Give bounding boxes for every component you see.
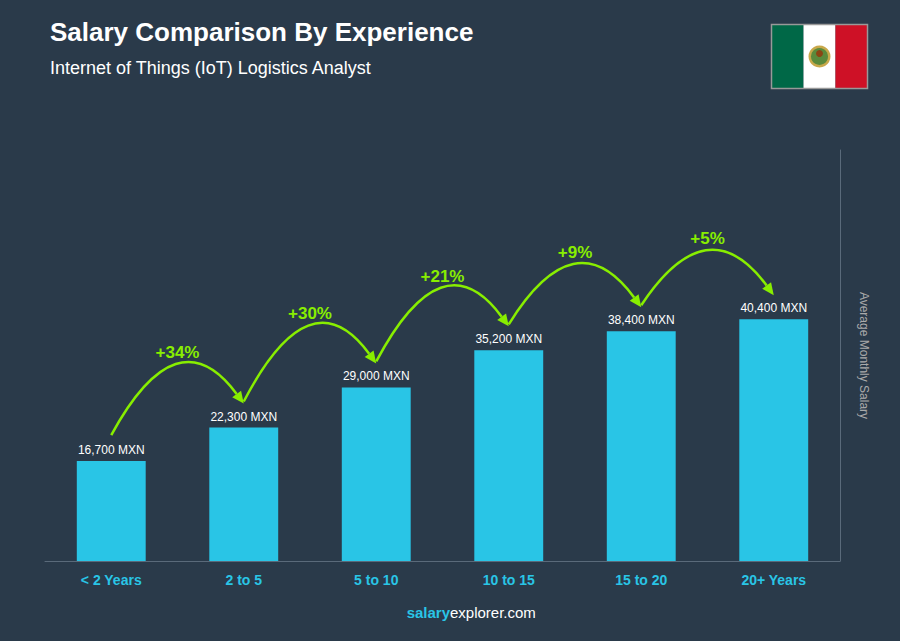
svg-text:20+ Years: 20+ Years: [741, 572, 806, 588]
svg-text:35,200 MXN: 35,200 MXN: [475, 332, 542, 346]
svg-text:Salary Comparison By Experienc: Salary Comparison By Experience: [50, 17, 473, 47]
svg-text:16,700 MXN: 16,700 MXN: [78, 443, 145, 457]
svg-text:Internet of Things (IoT) Logis: Internet of Things (IoT) Logistics Analy…: [50, 58, 371, 78]
svg-text:explorer.com: explorer.com: [450, 604, 536, 621]
svg-text:22,300 MXN: 22,300 MXN: [210, 410, 277, 424]
svg-text:15 to 20: 15 to 20: [615, 572, 667, 588]
svg-text:< 2 Years: < 2 Years: [81, 572, 142, 588]
svg-text:40,400 MXN: 40,400 MXN: [740, 301, 807, 315]
svg-text:38,400 MXN: 38,400 MXN: [608, 313, 675, 327]
svg-text:5 to 10: 5 to 10: [354, 572, 399, 588]
svg-text:salary: salary: [407, 604, 451, 621]
svg-text:+9%: +9%: [558, 243, 593, 262]
svg-text:+21%: +21%: [421, 267, 465, 286]
svg-text:Average Monthly Salary: Average Monthly Salary: [857, 292, 871, 419]
svg-text:+5%: +5%: [690, 229, 725, 248]
svg-text:10 to 15: 10 to 15: [483, 572, 535, 588]
svg-text:+34%: +34%: [156, 343, 200, 362]
svg-text:29,000 MXN: 29,000 MXN: [343, 369, 410, 383]
svg-text:2 to 5: 2 to 5: [225, 572, 262, 588]
svg-text:+30%: +30%: [288, 304, 332, 323]
